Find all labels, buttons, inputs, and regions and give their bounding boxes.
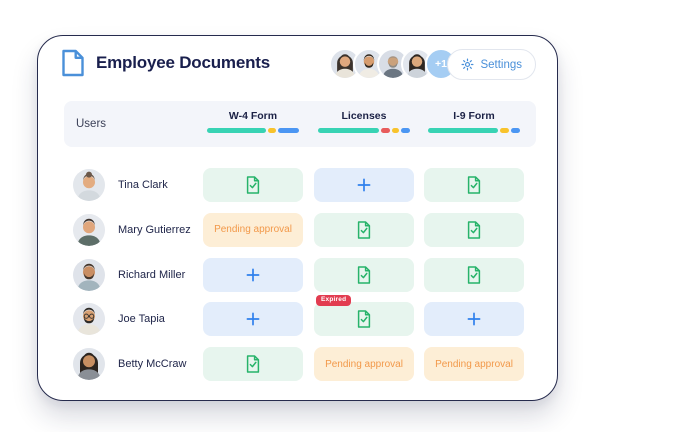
add-document-button[interactable] (424, 302, 524, 337)
gear-icon (461, 58, 474, 71)
column-progress-bar (207, 128, 299, 133)
pending-approval-label: Pending approval (435, 358, 513, 370)
avatar-group[interactable]: +1 (329, 48, 457, 80)
avatar (73, 348, 105, 380)
avatar (73, 213, 105, 246)
progress-segment-teal (207, 128, 266, 133)
column-header-licenses: Licenses (314, 101, 414, 147)
add-document-button[interactable] (203, 257, 303, 292)
users-column-label: Users (76, 118, 107, 130)
document-approved-icon (355, 310, 373, 328)
progress-segment-blue (510, 128, 520, 133)
add-document-button[interactable] (314, 168, 414, 202)
user-name: Joe Tapia (118, 313, 165, 326)
employee-documents-card: Employee Documents +1 Settings Users W-4… (37, 35, 558, 401)
settings-label: Settings (480, 58, 522, 71)
pending-approval-label: Pending approval (325, 358, 403, 370)
progress-segment-blue (401, 128, 410, 133)
progress-segment-teal (318, 128, 380, 133)
pending-approval-cell[interactable]: Pending approval (314, 347, 414, 381)
plus-icon (245, 311, 261, 327)
page-title: Employee Documents (96, 53, 271, 72)
table-row: Betty McCraw Pending approval Pending appr… (38, 347, 557, 381)
document-approved-icon (465, 221, 483, 239)
document-approved-icon (465, 176, 483, 194)
document-approved-icon (244, 355, 262, 373)
user-name: Richard Miller (118, 268, 186, 281)
progress-segment-yellow (500, 128, 509, 133)
document-approved-cell[interactable]: Expired (314, 295, 414, 337)
column-progress-bar (428, 128, 520, 133)
avatar (73, 258, 105, 291)
document-approved-cell[interactable] (203, 168, 303, 202)
table-row: Tina Clark (38, 168, 557, 202)
pending-approval-cell[interactable]: Pending approval (424, 347, 524, 381)
document-approved-cell[interactable] (203, 347, 303, 381)
document-approved-cell[interactable] (424, 257, 524, 292)
column-label: I-9 Form (453, 110, 495, 122)
document-approved-cell[interactable] (314, 257, 414, 292)
document-approved-cell[interactable] (314, 212, 414, 247)
add-document-button[interactable] (203, 302, 303, 337)
avatar (73, 169, 105, 201)
progress-segment-blue (278, 128, 299, 133)
column-header-w-4-form: W-4 Form (203, 101, 303, 147)
progress-segment-teal (428, 128, 499, 133)
plus-icon (245, 267, 261, 283)
document-approved-icon (465, 265, 483, 284)
column-progress-bar (318, 128, 410, 133)
table-header: Users W-4 Form Licenses I-9 Form (64, 101, 536, 147)
settings-button[interactable]: Settings (447, 49, 536, 80)
pending-approval-cell[interactable]: Pending approval (203, 212, 303, 247)
column-label: Licenses (341, 110, 387, 122)
progress-segment-red (381, 128, 390, 133)
expired-badge: Expired (316, 295, 352, 306)
table-row: Mary Gutierrez Pending approval (38, 212, 557, 247)
column-header-i-9-form: I-9 Form (424, 101, 524, 147)
progress-segment-yellow (267, 128, 277, 133)
progress-segment-yellow (391, 128, 400, 133)
table-row: Joe Tapia Expired (38, 295, 557, 337)
pending-approval-label: Pending approval (214, 224, 292, 236)
document-approved-cell[interactable] (424, 212, 524, 247)
plus-icon (356, 177, 372, 193)
document-approved-icon (244, 176, 262, 194)
document-approved-icon (355, 265, 373, 284)
table-row: Richard Miller (38, 257, 557, 292)
plus-icon (466, 311, 482, 327)
document-icon (61, 49, 85, 77)
user-name: Betty McCraw (118, 358, 187, 370)
table-body: Tina Clark Mary Gutierrez Pending approval… (38, 168, 557, 392)
document-approved-cell[interactable] (424, 168, 524, 202)
user-name: Tina Clark (118, 179, 168, 191)
user-name: Mary Gutierrez (118, 223, 191, 236)
avatar (73, 303, 105, 336)
document-approved-icon (355, 221, 373, 239)
column-label: W-4 Form (228, 110, 278, 122)
